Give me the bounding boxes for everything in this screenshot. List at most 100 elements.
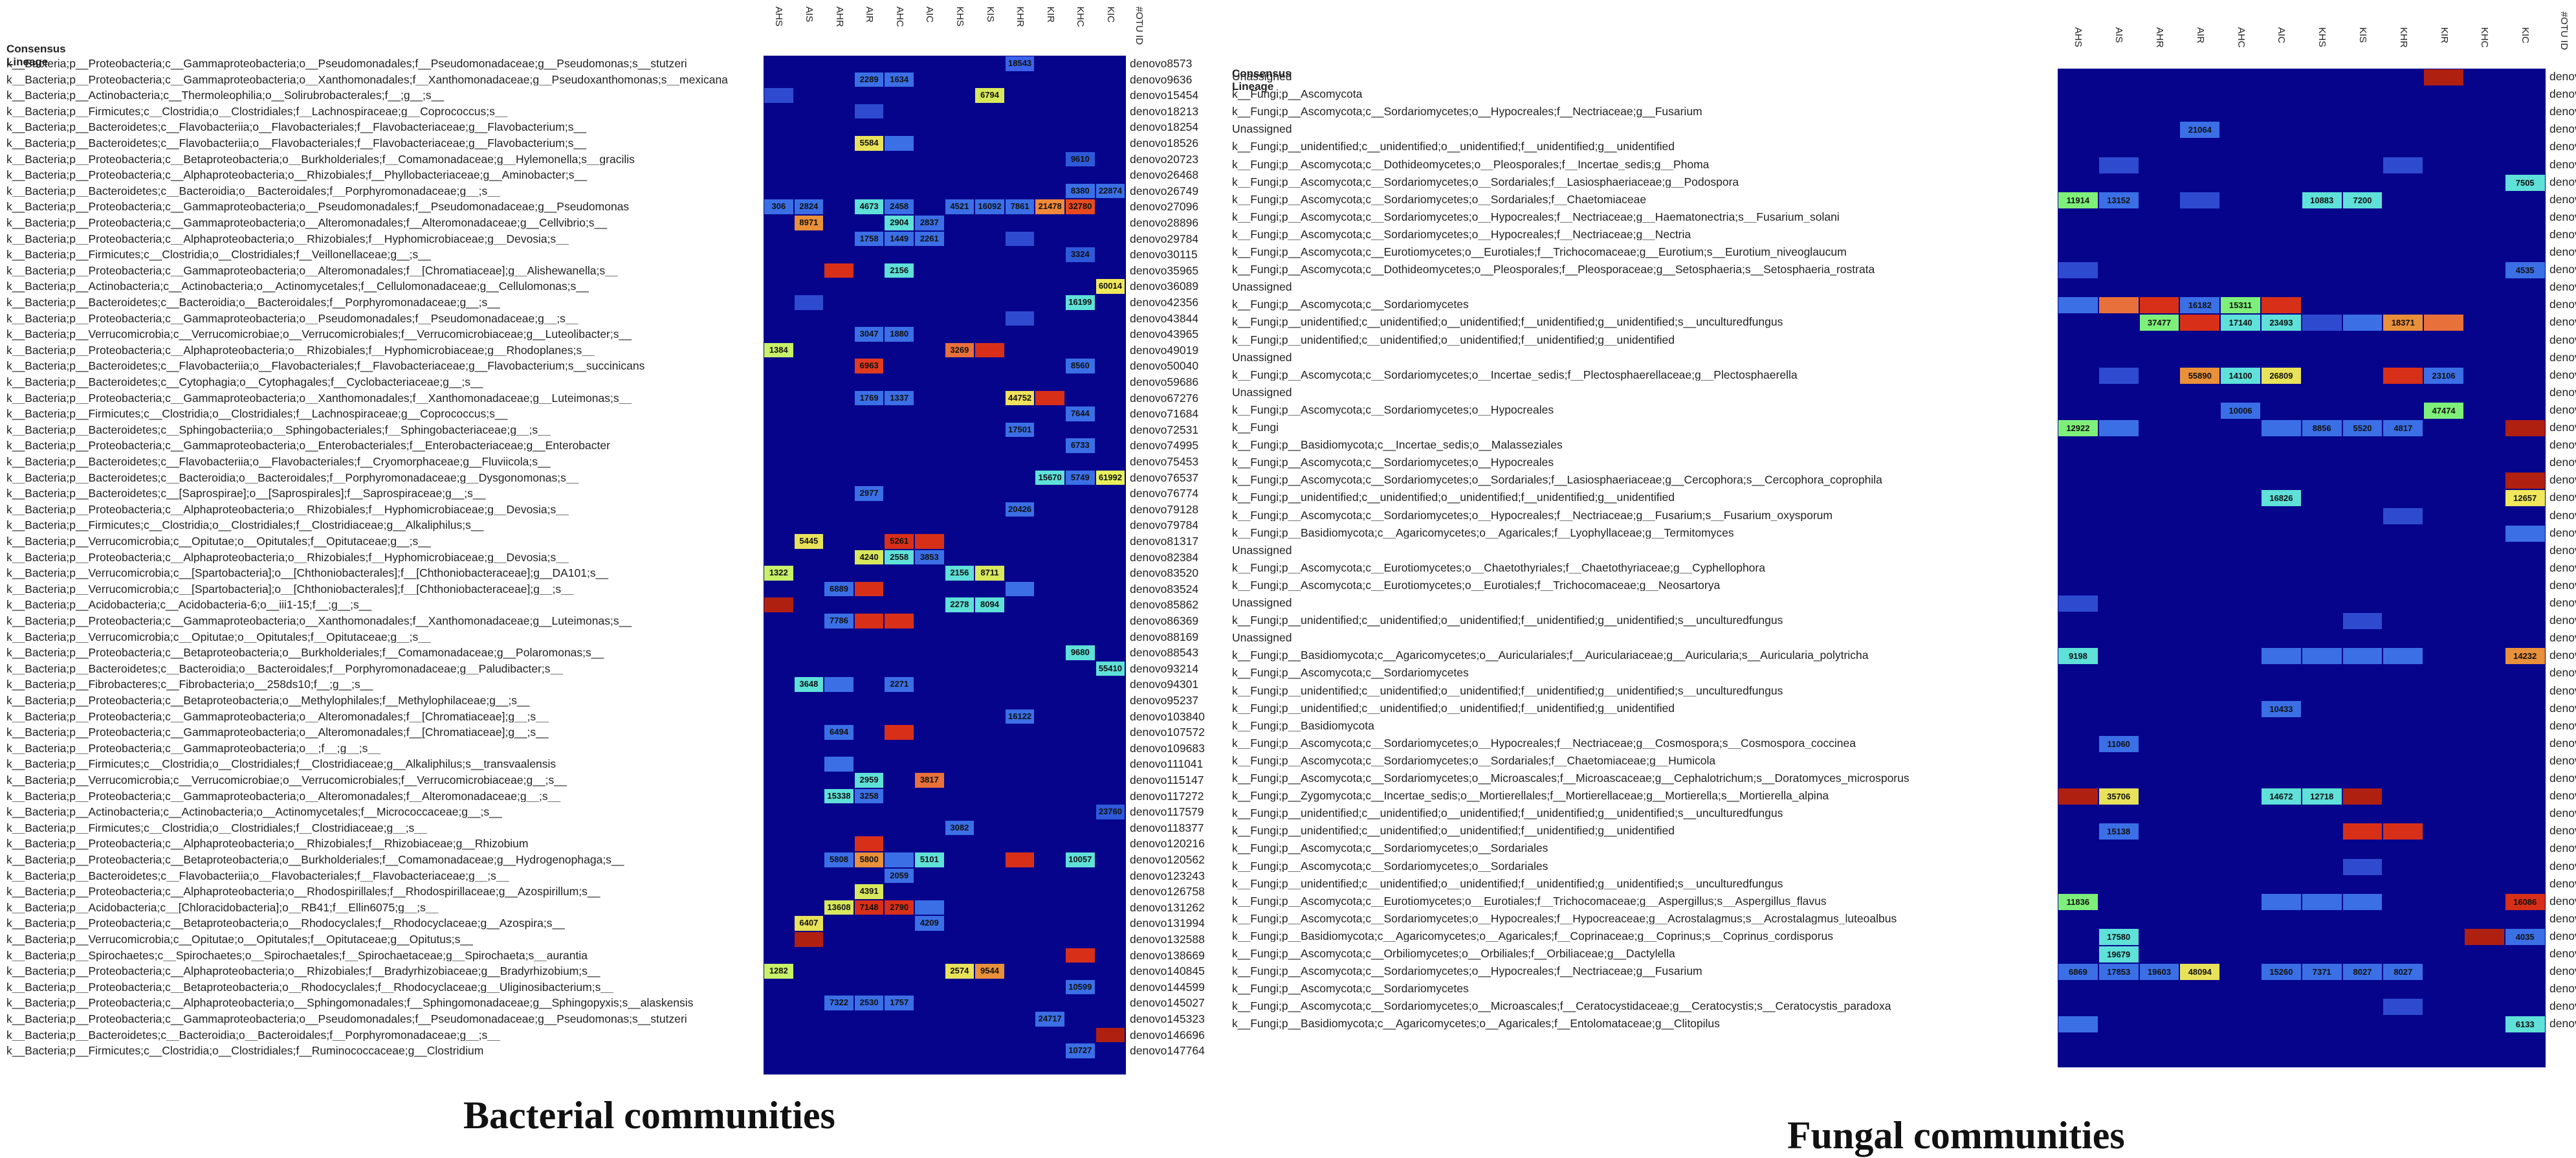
bacterial-heatmap-cell: 2558 [885,550,914,565]
fungal-otu-id: denovo11713 [2549,368,2576,381]
fungal-heatmap-cell: 15311 [2221,297,2260,314]
bacterial-heatmap-cell: 6889 [824,581,853,597]
bacterial-row-label: k__Bacteria;p__Proteobacteria;c__Gammapr… [6,217,608,229]
fungal-column-header: AHC [2235,27,2247,48]
bacterial-row-label: k__Bacteria;p__Verrucomicrobia;c__Opitut… [6,536,431,548]
bacterial-column-header: AHR [833,6,845,27]
bacterial-heatmap-cell: 16092 [975,199,1004,214]
bacterial-otu-id: denovo67276 [1130,391,1199,405]
fungal-row-label: k__Fungi;p__Ascomycota;c__Sordariomycete… [1232,966,1702,977]
fungal-row-label: k__Fungi;p__Ascomycota;c__Eurotiomycetes… [1232,562,1765,574]
fungal-column-header: AIC [2276,27,2287,44]
bacterial-heatmap-cell: 1322 [764,566,793,581]
bacterial-row-label: k__Bacteria;p__Firmicutes;c__Clostridia;… [6,822,427,834]
fungal-heatmap-cell [2383,999,2423,1016]
bacterial-row-label: k__Bacteria;p__Firmicutes;c__Clostridia;… [6,106,508,118]
bacterial-heatmap-cell: 2059 [885,868,914,884]
bacterial-heatmap-cell: 10727 [1066,1043,1095,1058]
bacterial-row-label: k__Bacteria;p__Acidobacteria;c__Acidobac… [6,599,372,611]
bacterial-heatmap-cell [1005,311,1035,326]
fungal-heatmap-cell: 8027 [2383,964,2423,981]
fungal-otu-id: denovo21629 [2549,736,2576,750]
bacterial-heatmap-cell: 2261 [915,231,944,247]
bacterial-row-label: k__Bacteria;p__Verrucomicrobia;c__Opitut… [6,934,473,946]
bacterial-otu-id: denovo36089 [1130,280,1199,293]
fungal-row-label: k__Fungi;p__Ascomycota;c__Sordariomycete… [1232,106,1702,118]
bacterial-row-label: k__Bacteria;p__Proteobacteria;c__Gammapr… [6,74,728,86]
bacterial-otu-id: denovo117272 [1130,789,1204,803]
fungal-heatmap-cell [2302,648,2342,665]
bacterial-heatmap-cell: 1758 [854,231,884,247]
bacterial-otu-id: denovo35965 [1130,263,1199,277]
fungal-heatmap-cell: 48094 [2180,964,2220,981]
fungal-row-label: k__Fungi;p__Ascomycota;c__Sordariomycete… [1232,737,1856,750]
bacterial-heatmap-cell: 17501 [1005,422,1035,438]
bacterial-row-label: k__Bacteria;p__Proteobacteria;c__Gammapr… [6,313,578,325]
bacterial-heatmap-cell [1066,948,1095,963]
bacterial-heatmap-cell: 3648 [794,677,824,692]
bacterial-heatmap-cell: 8560 [1066,359,1095,373]
bacterial-otu-id: denovo132588 [1130,933,1205,946]
fungal-heatmap-cell [2058,1016,2098,1033]
fungal-heatmap-cell [2505,473,2545,489]
fungal-row-label: k__Fungi;p__Ascomycota;c__Dothideomycete… [1232,264,1875,276]
fungal-otu-id: denovo6731 [2549,227,2576,241]
bacterial-row-label: k__Bacteria;p__Proteobacteria;c__Alphapr… [6,838,529,850]
fungal-row-label: k__Fungi;p__Ascomycota;c__Sordariomycete… [1232,404,1554,416]
bacterial-otu-id: denovo85862 [1130,598,1199,612]
fungal-otu-id: denovo1951 [2549,70,2576,83]
fungal-otu-id: denovo16191 [2549,561,2576,574]
fungal-heatmap-cell: 14100 [2221,367,2260,384]
bacterial-otu-id: denovo145323 [1130,1012,1205,1025]
bacterial-heatmap-cell: 2790 [885,900,914,915]
fungal-id-header: #OTU ID [2559,12,2570,50]
fungal-heatmap-cell: 5520 [2342,420,2383,437]
bacterial-row-label: k__Bacteria;p__Bacteroidetes;c__Bacteroi… [6,472,579,484]
bacterial-row-label: k__Bacteria;p__Proteobacteria;c__Betapro… [6,695,530,707]
fungal-heatmap-cell: 7200 [2342,192,2383,208]
bacterial-heatmap-cell: 2458 [885,199,914,214]
fungal-otu-id: denovo27599 [2549,911,2576,925]
fungal-row-label: k__Fungi;p__Basidiomycota;c__Agaricomyce… [1232,930,1834,942]
bacterial-heatmap-cell: 22874 [1095,183,1125,199]
bacterial-heatmap-cell: 1449 [885,231,914,247]
bacterial-row-label: k__Bacteria;p__Bacteroidetes;c__Bacteroi… [6,1029,500,1041]
fungal-communities-title: Fungal communities [1787,1114,2125,1157]
bacterial-row-label: k__Bacteria;p__Proteobacteria;c__Betapro… [6,854,624,866]
fungal-row-label: Unassigned [1232,632,1292,644]
fungal-otu-id: denovo19581 [2549,684,2576,697]
bacterial-heatmap-cell: 2977 [854,486,884,501]
bacterial-row-label: k__Bacteria;p__Firmicutes;c__Clostridia;… [6,520,484,531]
fungal-heatmap-cell [2383,367,2423,384]
bacterial-row-label: k__Bacteria;p__Bacteroidetes;c__Bacteroi… [6,297,500,309]
bacterial-column-header: AIC [924,6,936,23]
fungal-otu-id: denovo30681 [2549,1017,2576,1030]
fungal-row-label: k__Fungi;p__Basidiomycota;c__Agaricomyce… [1232,527,1734,539]
bacterial-row-label: k__Bacteria;p__Proteobacteria;c__Gammapr… [6,616,632,627]
bacterial-heatmap-cell [854,581,884,597]
fungal-heatmap-cell: 14672 [2262,788,2301,805]
bacterial-heatmap-cell: 18543 [1005,56,1035,71]
fungal-heatmap-cell: 37477 [2139,315,2179,331]
fungal-heatmap-cell: 16826 [2262,490,2301,507]
fungal-heatmap-cell: 11914 [2058,192,2098,208]
fungal-heatmap-cell: 15260 [2262,964,2301,981]
bacterial-row-label: k__Bacteria;p__Bacteroidetes;c__Flavobac… [6,138,586,150]
fungal-heatmap-cell [2262,297,2301,314]
bacterial-otu-id: denovo86369 [1130,614,1199,627]
fungal-row-label: k__Fungi;p__Ascomycota;c__Sordariomycete… [1232,913,1897,925]
bacterial-row-label: k__Bacteria;p__Verrucomicrobia;c__Verruc… [6,329,632,340]
bacterial-row-label: k__Bacteria;p__Bacteroidetes;c__Flavobac… [6,870,509,882]
bacterial-column-header: KHS [954,6,965,27]
fungal-otu-id: denovo5029 [2549,192,2576,206]
fungal-otu-id: denovo18409 [2549,596,2576,609]
bacterial-heatmap-cell: 1769 [854,390,884,406]
fungal-otu-id: denovo23791 [2549,807,2576,820]
bacterial-heatmap-cell: 5808 [824,852,853,867]
bacterial-otu-id: denovo9636 [1130,72,1193,86]
bacterial-heatmap-cell: 2278 [945,597,974,612]
bacterial-row-label: k__Bacteria;p__Firmicutes;c__Clostridia;… [6,1045,484,1057]
bacterial-heatmap-cell: 1757 [885,996,914,1010]
fungal-row-label: k__Fungi;p__Basidiomycota;c__Incertae_se… [1232,440,1563,451]
fungal-row-label: k__Fungi;p__Ascomycota;c__Sordariomycete… [1232,755,1716,767]
